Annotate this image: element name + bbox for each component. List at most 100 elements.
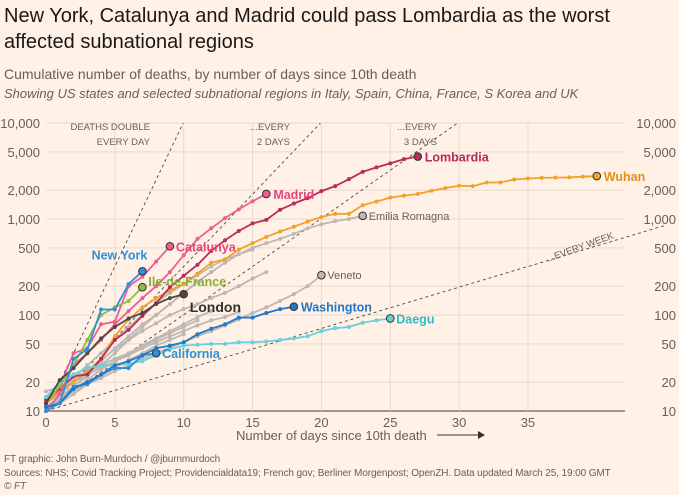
footer-sources: Sources: NHS; Covid Tracking Project; Pr… — [4, 468, 611, 479]
data-point — [140, 324, 145, 329]
data-point — [99, 351, 104, 356]
data-point — [236, 284, 241, 289]
data-point — [264, 241, 269, 246]
data-point — [264, 339, 269, 344]
data-point — [195, 262, 200, 267]
data-point — [85, 380, 90, 385]
data-point — [360, 203, 365, 208]
series-end-marker — [592, 171, 602, 181]
data-point — [264, 270, 269, 275]
data-point — [167, 270, 172, 275]
data-point — [85, 363, 90, 368]
data-point — [195, 315, 200, 320]
data-point — [71, 386, 76, 391]
data-point — [57, 378, 62, 383]
data-point — [195, 332, 200, 337]
series-label: Lombardia — [425, 151, 490, 165]
data-point — [99, 376, 104, 381]
y-tick-label-right: 50 — [662, 337, 676, 352]
data-point — [374, 199, 379, 204]
series-end-marker — [165, 241, 175, 251]
data-point — [360, 320, 365, 325]
data-point — [126, 337, 131, 342]
data-point — [264, 305, 269, 310]
x-tick-label: 0 — [42, 415, 49, 430]
x-tick-label: 20 — [314, 415, 328, 430]
chart-subtitle-note: Showing US states and selected subnation… — [4, 86, 579, 101]
series-label: Madrid — [273, 188, 314, 202]
data-point — [374, 165, 379, 170]
data-point — [85, 372, 90, 377]
data-point — [470, 184, 475, 189]
data-point — [236, 340, 241, 345]
data-point — [44, 394, 48, 399]
series-end-marker — [262, 189, 271, 199]
data-point — [195, 236, 200, 241]
data-point — [484, 180, 489, 185]
data-point — [278, 236, 283, 241]
data-point — [167, 347, 172, 352]
data-point — [154, 346, 159, 351]
data-point — [57, 401, 62, 406]
data-point — [319, 329, 324, 334]
data-point — [236, 252, 241, 257]
y-tick-label-left: 50 — [26, 337, 40, 352]
data-point — [181, 324, 186, 329]
data-point — [305, 226, 310, 231]
data-point — [291, 231, 296, 236]
reference-line-label: ...EVERY — [250, 122, 291, 133]
data-point — [223, 341, 228, 346]
data-point — [223, 257, 228, 262]
series-label: Washington — [301, 301, 372, 315]
data-point — [71, 372, 76, 377]
data-point — [223, 260, 228, 265]
data-point — [126, 327, 131, 332]
data-point — [71, 380, 76, 385]
data-point — [99, 356, 104, 361]
data-point — [402, 193, 407, 198]
data-point — [415, 192, 420, 197]
data-point — [44, 401, 48, 406]
data-point — [44, 409, 48, 413]
footer-copyright: © FT — [4, 481, 26, 492]
data-point — [319, 222, 324, 227]
reference-line-label: 3 DAYS — [404, 137, 437, 148]
data-point — [126, 309, 131, 314]
data-point — [236, 207, 241, 212]
series-label: Emilia Romagna — [369, 211, 451, 223]
reference-line — [45, 122, 458, 412]
data-point — [154, 313, 159, 317]
y-tick-label-left: 10,000 — [0, 116, 40, 131]
data-point — [291, 201, 296, 206]
data-point — [112, 324, 117, 329]
data-point — [85, 351, 90, 356]
data-point — [209, 248, 214, 253]
data-point — [126, 351, 131, 356]
series-end-marker — [317, 270, 326, 280]
series-line-daegu — [45, 317, 391, 398]
data-point — [167, 330, 172, 335]
data-point — [236, 309, 241, 314]
data-point — [195, 271, 200, 276]
data-point — [346, 177, 351, 182]
data-point — [140, 274, 145, 279]
data-point — [44, 405, 48, 410]
data-point — [195, 302, 200, 307]
x-tick-label: 30 — [452, 415, 466, 430]
data-point — [112, 356, 117, 361]
data-point — [223, 290, 228, 295]
y-tick-label-left: 20 — [26, 375, 40, 390]
data-point — [195, 280, 200, 285]
data-point — [264, 234, 269, 239]
data-point — [457, 183, 462, 188]
data-point — [85, 366, 90, 371]
data-point — [305, 219, 310, 224]
data-point — [278, 337, 283, 342]
data-point — [209, 318, 214, 323]
data-point — [374, 318, 379, 323]
series-label: Wuhan — [604, 170, 645, 184]
data-point — [333, 326, 338, 331]
data-point — [126, 298, 131, 303]
data-point — [291, 292, 296, 297]
data-point — [402, 157, 407, 162]
